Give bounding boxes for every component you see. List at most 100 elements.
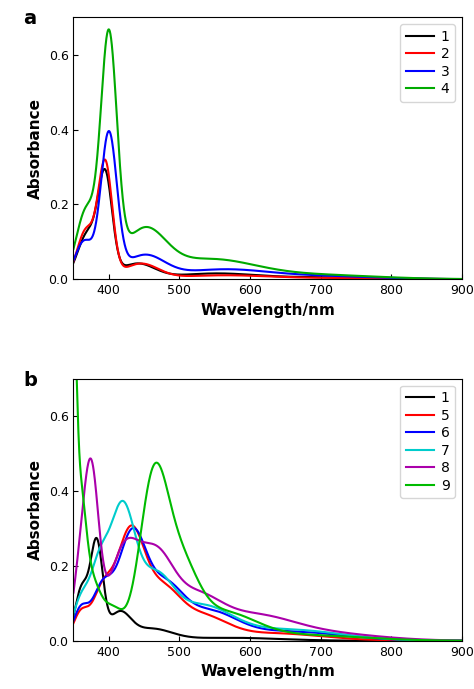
1: [459, 275, 465, 283]
1: [115, 608, 121, 616]
4: [237, 258, 242, 266]
8: [88, 454, 93, 462]
7: [138, 549, 144, 557]
2: [459, 275, 465, 283]
1: [410, 275, 416, 283]
7: [452, 637, 457, 645]
7: [410, 636, 416, 644]
Legend: 1, 5, 6, 7, 8, 9: 1, 5, 6, 7, 8, 9: [401, 386, 455, 498]
Line: 3: 3: [73, 131, 462, 279]
6: [131, 524, 137, 532]
9: [220, 605, 226, 613]
X-axis label: Wavelength/nm: Wavelength/nm: [201, 664, 335, 679]
2: [410, 275, 416, 283]
3: [459, 275, 465, 283]
8: [410, 635, 416, 643]
5: [220, 617, 226, 625]
5: [138, 536, 144, 544]
Legend: 1, 2, 3, 4: 1, 2, 3, 4: [401, 24, 455, 102]
X-axis label: Wavelength/nm: Wavelength/nm: [201, 302, 335, 318]
4: [220, 256, 226, 264]
1: [410, 637, 416, 645]
6: [220, 609, 226, 617]
1: [452, 637, 457, 645]
9: [459, 637, 465, 645]
8: [115, 550, 121, 558]
6: [459, 637, 465, 645]
8: [459, 637, 465, 645]
2: [452, 275, 457, 283]
5: [115, 551, 121, 559]
5: [237, 624, 242, 632]
3: [138, 251, 144, 259]
1: [220, 634, 226, 642]
4: [459, 275, 465, 283]
7: [119, 497, 125, 505]
4: [106, 25, 111, 34]
3: [71, 256, 76, 265]
1: [101, 165, 107, 173]
9: [115, 604, 121, 613]
Line: 8: 8: [73, 458, 462, 641]
3: [410, 274, 416, 282]
9: [138, 527, 144, 535]
1: [459, 637, 465, 645]
1: [71, 258, 76, 267]
9: [410, 636, 416, 644]
8: [220, 598, 226, 606]
5: [71, 619, 76, 627]
1: [237, 270, 242, 278]
5: [452, 637, 457, 645]
9: [237, 610, 242, 619]
Y-axis label: Absorbance: Absorbance: [28, 98, 43, 198]
4: [452, 275, 457, 283]
Line: 1: 1: [73, 538, 462, 641]
3: [220, 265, 226, 274]
4: [138, 224, 144, 232]
2: [115, 247, 121, 255]
4: [71, 245, 76, 253]
Line: 4: 4: [73, 30, 462, 279]
Text: a: a: [23, 10, 36, 28]
Line: 1: 1: [73, 169, 462, 279]
Line: 7: 7: [73, 501, 462, 641]
Line: 9: 9: [73, 320, 462, 641]
5: [459, 637, 465, 645]
2: [237, 271, 242, 280]
6: [237, 617, 242, 625]
2: [220, 271, 226, 280]
1: [93, 534, 99, 542]
1: [220, 269, 226, 278]
3: [452, 275, 457, 283]
7: [220, 606, 226, 615]
1: [138, 622, 144, 630]
1: [138, 260, 144, 268]
4: [410, 274, 416, 282]
2: [102, 155, 108, 163]
2: [71, 257, 76, 265]
1: [237, 634, 242, 642]
Line: 6: 6: [73, 528, 462, 641]
Y-axis label: Absorbance: Absorbance: [28, 460, 43, 560]
9: [71, 316, 77, 324]
9: [71, 320, 76, 328]
9: [452, 637, 457, 645]
8: [71, 588, 76, 597]
Text: b: b: [23, 371, 37, 390]
3: [237, 265, 242, 274]
7: [459, 637, 465, 645]
8: [138, 537, 144, 546]
1: [71, 611, 76, 619]
6: [115, 558, 121, 566]
1: [452, 275, 457, 283]
Line: 2: 2: [73, 159, 462, 279]
5: [129, 522, 135, 530]
1: [115, 247, 121, 256]
3: [115, 191, 121, 199]
7: [115, 502, 121, 511]
Line: 5: 5: [73, 526, 462, 641]
5: [410, 637, 416, 645]
6: [452, 637, 457, 645]
8: [452, 636, 457, 644]
3: [106, 127, 112, 135]
